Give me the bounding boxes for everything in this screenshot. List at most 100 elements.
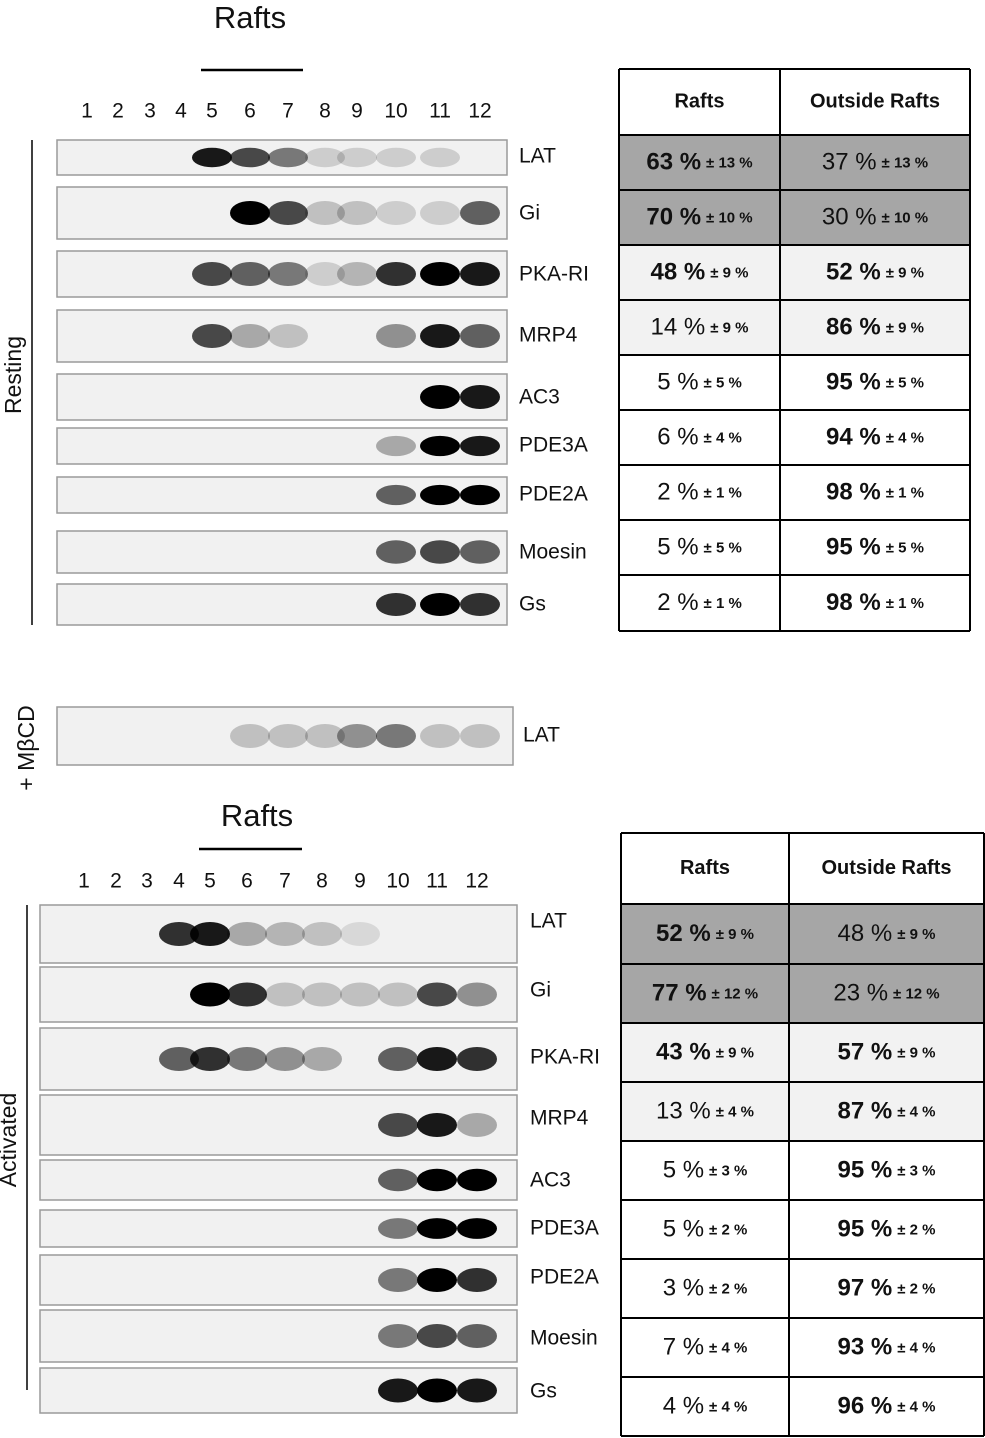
table-cell: 95 % ± 5 % bbox=[826, 534, 924, 561]
blot-band bbox=[420, 262, 460, 286]
table-cell: 43 % ± 9 % bbox=[656, 1039, 754, 1066]
blot-band bbox=[457, 982, 497, 1007]
table-cell: 4 % ± 4 % bbox=[663, 1393, 748, 1420]
blot-label: Gs bbox=[530, 1380, 557, 1403]
cell-sd: ± 10 % bbox=[882, 209, 929, 226]
blot-band bbox=[420, 435, 460, 457]
lane-number: 8 bbox=[316, 870, 328, 893]
table-cell: 2 % ± 1 % bbox=[657, 479, 742, 506]
blot-band bbox=[268, 262, 308, 286]
blot-band bbox=[305, 724, 345, 748]
lane-number: 6 bbox=[244, 100, 256, 123]
blot-band bbox=[190, 1047, 230, 1071]
blot-band bbox=[417, 982, 457, 1007]
lane-number: 2 bbox=[110, 870, 122, 893]
cell-value: 70 % bbox=[646, 204, 701, 231]
table-row-bg bbox=[619, 465, 970, 520]
cell-sd: ± 13 % bbox=[706, 154, 753, 171]
cell-value: 23 % bbox=[833, 980, 888, 1007]
blot-band bbox=[378, 1378, 418, 1403]
cell-sd: ± 9 % bbox=[716, 926, 754, 943]
blot-band bbox=[417, 1168, 457, 1192]
blot-band bbox=[457, 1168, 497, 1192]
cell-sd: ± 4 % bbox=[716, 1103, 754, 1120]
blot-band bbox=[457, 1113, 497, 1137]
blot-strip bbox=[39, 904, 518, 964]
table-cell: 94 % ± 4 % bbox=[826, 424, 924, 451]
table-row-bg bbox=[621, 1141, 984, 1200]
lane-number: 3 bbox=[144, 100, 156, 123]
cell-value: 95 % bbox=[838, 1216, 893, 1243]
cell-sd: ± 2 % bbox=[897, 1221, 935, 1238]
cell-value: 5 % bbox=[657, 369, 698, 396]
lane-number: 7 bbox=[279, 870, 291, 893]
blot-band bbox=[230, 324, 270, 348]
blot-band bbox=[268, 201, 308, 225]
table-cell: 5 % ± 5 % bbox=[657, 534, 742, 561]
lane-number: 1 bbox=[78, 870, 90, 893]
section-title: Rafts bbox=[221, 798, 293, 833]
cell-sd: ± 1 % bbox=[704, 595, 742, 612]
blot-band bbox=[460, 435, 500, 457]
blot-band bbox=[457, 1378, 497, 1403]
blot-band bbox=[192, 262, 232, 286]
table-cell: 48 % ± 9 % bbox=[838, 920, 936, 947]
cell-value: 43 % bbox=[656, 1039, 711, 1066]
blot-band bbox=[378, 982, 418, 1007]
blot-band bbox=[376, 324, 416, 348]
cell-sd: ± 4 % bbox=[886, 429, 924, 446]
cell-value: 4 % bbox=[663, 1393, 704, 1420]
cell-sd: ± 9 % bbox=[886, 264, 924, 281]
cell-value: 86 % bbox=[826, 314, 881, 341]
table-cell: 14 % ± 9 % bbox=[651, 314, 749, 341]
cell-sd: ± 12 % bbox=[893, 985, 940, 1002]
blot-band bbox=[378, 1218, 418, 1239]
section-title: Rafts bbox=[214, 0, 286, 35]
cell-value: 5 % bbox=[663, 1157, 704, 1184]
table-cell: 2 % ± 1 % bbox=[657, 589, 742, 616]
blot-band bbox=[159, 1047, 199, 1071]
blot-band bbox=[302, 1047, 342, 1071]
lane-number: 10 bbox=[386, 870, 409, 893]
table-row-bg bbox=[621, 904, 984, 964]
table-cell: 70 % ± 10 % bbox=[646, 204, 752, 231]
cell-sd: ± 4 % bbox=[897, 1103, 935, 1120]
lane-number: 3 bbox=[141, 870, 153, 893]
blot-label: PKA-RI bbox=[519, 263, 589, 286]
blot-label: PDE3A bbox=[530, 1217, 599, 1240]
table-row-bg bbox=[619, 190, 970, 245]
lane-number: 2 bbox=[112, 100, 124, 123]
blot-band bbox=[230, 262, 270, 286]
blot-label: Moesin bbox=[519, 541, 587, 564]
blot-band bbox=[302, 982, 342, 1007]
cell-value: 96 % bbox=[838, 1393, 893, 1420]
blot-band bbox=[340, 982, 380, 1007]
blot-band bbox=[268, 324, 308, 348]
table-cell: 52 % ± 9 % bbox=[656, 920, 754, 947]
cell-sd: ± 2 % bbox=[709, 1221, 747, 1238]
cell-sd: ± 4 % bbox=[709, 1398, 747, 1415]
lane-number: 10 bbox=[384, 100, 407, 123]
group-label: Resting bbox=[0, 336, 26, 414]
table-row-bg bbox=[619, 575, 970, 631]
table-cell: 23 % ± 12 % bbox=[833, 980, 939, 1007]
cell-value: 93 % bbox=[838, 1334, 893, 1361]
blot-band bbox=[417, 1047, 457, 1071]
cell-value: 98 % bbox=[826, 479, 881, 506]
lane-number: 5 bbox=[206, 100, 218, 123]
blot-band bbox=[460, 484, 500, 506]
blot-band bbox=[192, 147, 232, 168]
lane-number: 1 bbox=[81, 100, 93, 123]
cell-value: 5 % bbox=[663, 1216, 704, 1243]
table-cell: 63 % ± 13 % bbox=[646, 149, 752, 176]
blot-band bbox=[376, 147, 416, 168]
blot-band bbox=[227, 1047, 267, 1071]
cell-value: 97 % bbox=[838, 1275, 893, 1302]
table-row-bg bbox=[621, 1318, 984, 1377]
table-cell: 97 % ± 2 % bbox=[838, 1275, 936, 1302]
cell-value: 6 % bbox=[657, 424, 698, 451]
blot-label: Gi bbox=[530, 979, 551, 1002]
cell-value: 95 % bbox=[826, 369, 881, 396]
cell-sd: ± 9 % bbox=[897, 926, 935, 943]
blot-band bbox=[340, 922, 380, 946]
